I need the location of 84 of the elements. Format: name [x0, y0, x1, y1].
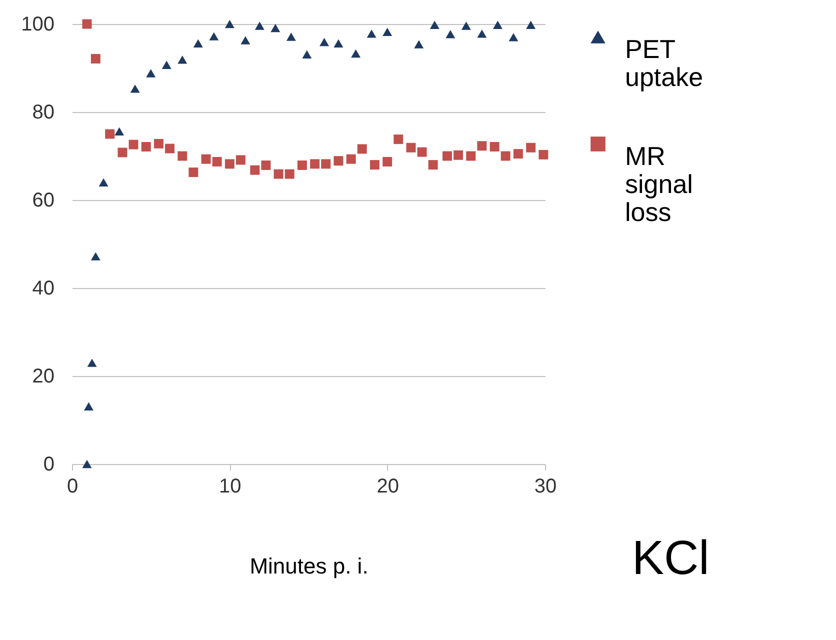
x-axis-title: Minutes p. i.: [250, 554, 368, 578]
point: [321, 159, 331, 169]
point: [357, 144, 367, 154]
point: [430, 20, 440, 29]
x-tick-label: 0: [66, 476, 78, 498]
point: [162, 60, 172, 70]
point: [178, 56, 188, 64]
x-tick-label: 30: [534, 476, 557, 498]
point: [302, 50, 312, 58]
point: [500, 151, 510, 161]
point: [442, 151, 452, 161]
text: KCl: [632, 532, 710, 585]
point: [477, 141, 487, 151]
x-tick-label: 20: [376, 476, 399, 498]
point: [201, 154, 211, 164]
y-tick-label: 20: [32, 366, 54, 388]
point: [454, 150, 464, 160]
point: [414, 40, 424, 48]
point: [406, 142, 416, 152]
legend-label: MR signal loss: [625, 141, 693, 227]
point: [209, 32, 219, 40]
point: [286, 32, 296, 41]
point: [224, 20, 234, 28]
point: [87, 358, 97, 367]
point: [84, 402, 94, 410]
point: [254, 22, 264, 30]
point: [477, 30, 487, 38]
point: [446, 30, 456, 38]
point: [114, 127, 124, 136]
y-tick-label: 0: [43, 454, 54, 476]
point: [98, 178, 108, 187]
point: [270, 24, 280, 32]
point: [334, 156, 344, 166]
point: [526, 142, 536, 152]
point: [224, 159, 234, 169]
legend-label: PET uptake: [625, 34, 704, 92]
point: [508, 33, 518, 42]
point: [492, 20, 502, 29]
y-tick-label: 100: [21, 14, 54, 36]
point: [261, 160, 271, 170]
point: [320, 38, 330, 46]
point: [538, 150, 548, 160]
point: [154, 138, 164, 148]
point: [297, 160, 307, 170]
point: [346, 154, 356, 164]
point: [351, 49, 361, 58]
y-tick-label: 80: [32, 102, 54, 124]
point: [394, 134, 404, 144]
point: [417, 147, 427, 157]
point: [82, 460, 92, 468]
point: [188, 168, 198, 178]
point: [178, 151, 188, 161]
point: [90, 252, 100, 260]
point: [146, 69, 156, 78]
point: [274, 169, 284, 179]
point: [461, 22, 471, 30]
point: [165, 144, 174, 154]
point: [366, 30, 376, 38]
point: [236, 155, 246, 165]
point: [82, 19, 92, 29]
point: [370, 160, 380, 170]
point: [526, 20, 536, 29]
point: [250, 165, 260, 175]
point: [141, 142, 151, 152]
point: [490, 142, 500, 152]
point: [118, 148, 128, 158]
point: [90, 54, 100, 64]
point: [334, 39, 344, 48]
point: [105, 129, 115, 139]
point: [428, 160, 438, 170]
point: [193, 39, 203, 48]
point: [284, 169, 294, 179]
point: [130, 84, 140, 93]
point: [240, 36, 250, 44]
x-tick-label: 10: [219, 476, 242, 498]
point: [382, 28, 392, 36]
point: [310, 159, 320, 169]
y-tick-label: 60: [32, 190, 54, 212]
point: [382, 156, 392, 166]
point: [513, 149, 523, 159]
point: [128, 140, 138, 150]
y-tick-label: 40: [32, 278, 54, 300]
point: [212, 156, 222, 166]
point: [466, 151, 476, 161]
